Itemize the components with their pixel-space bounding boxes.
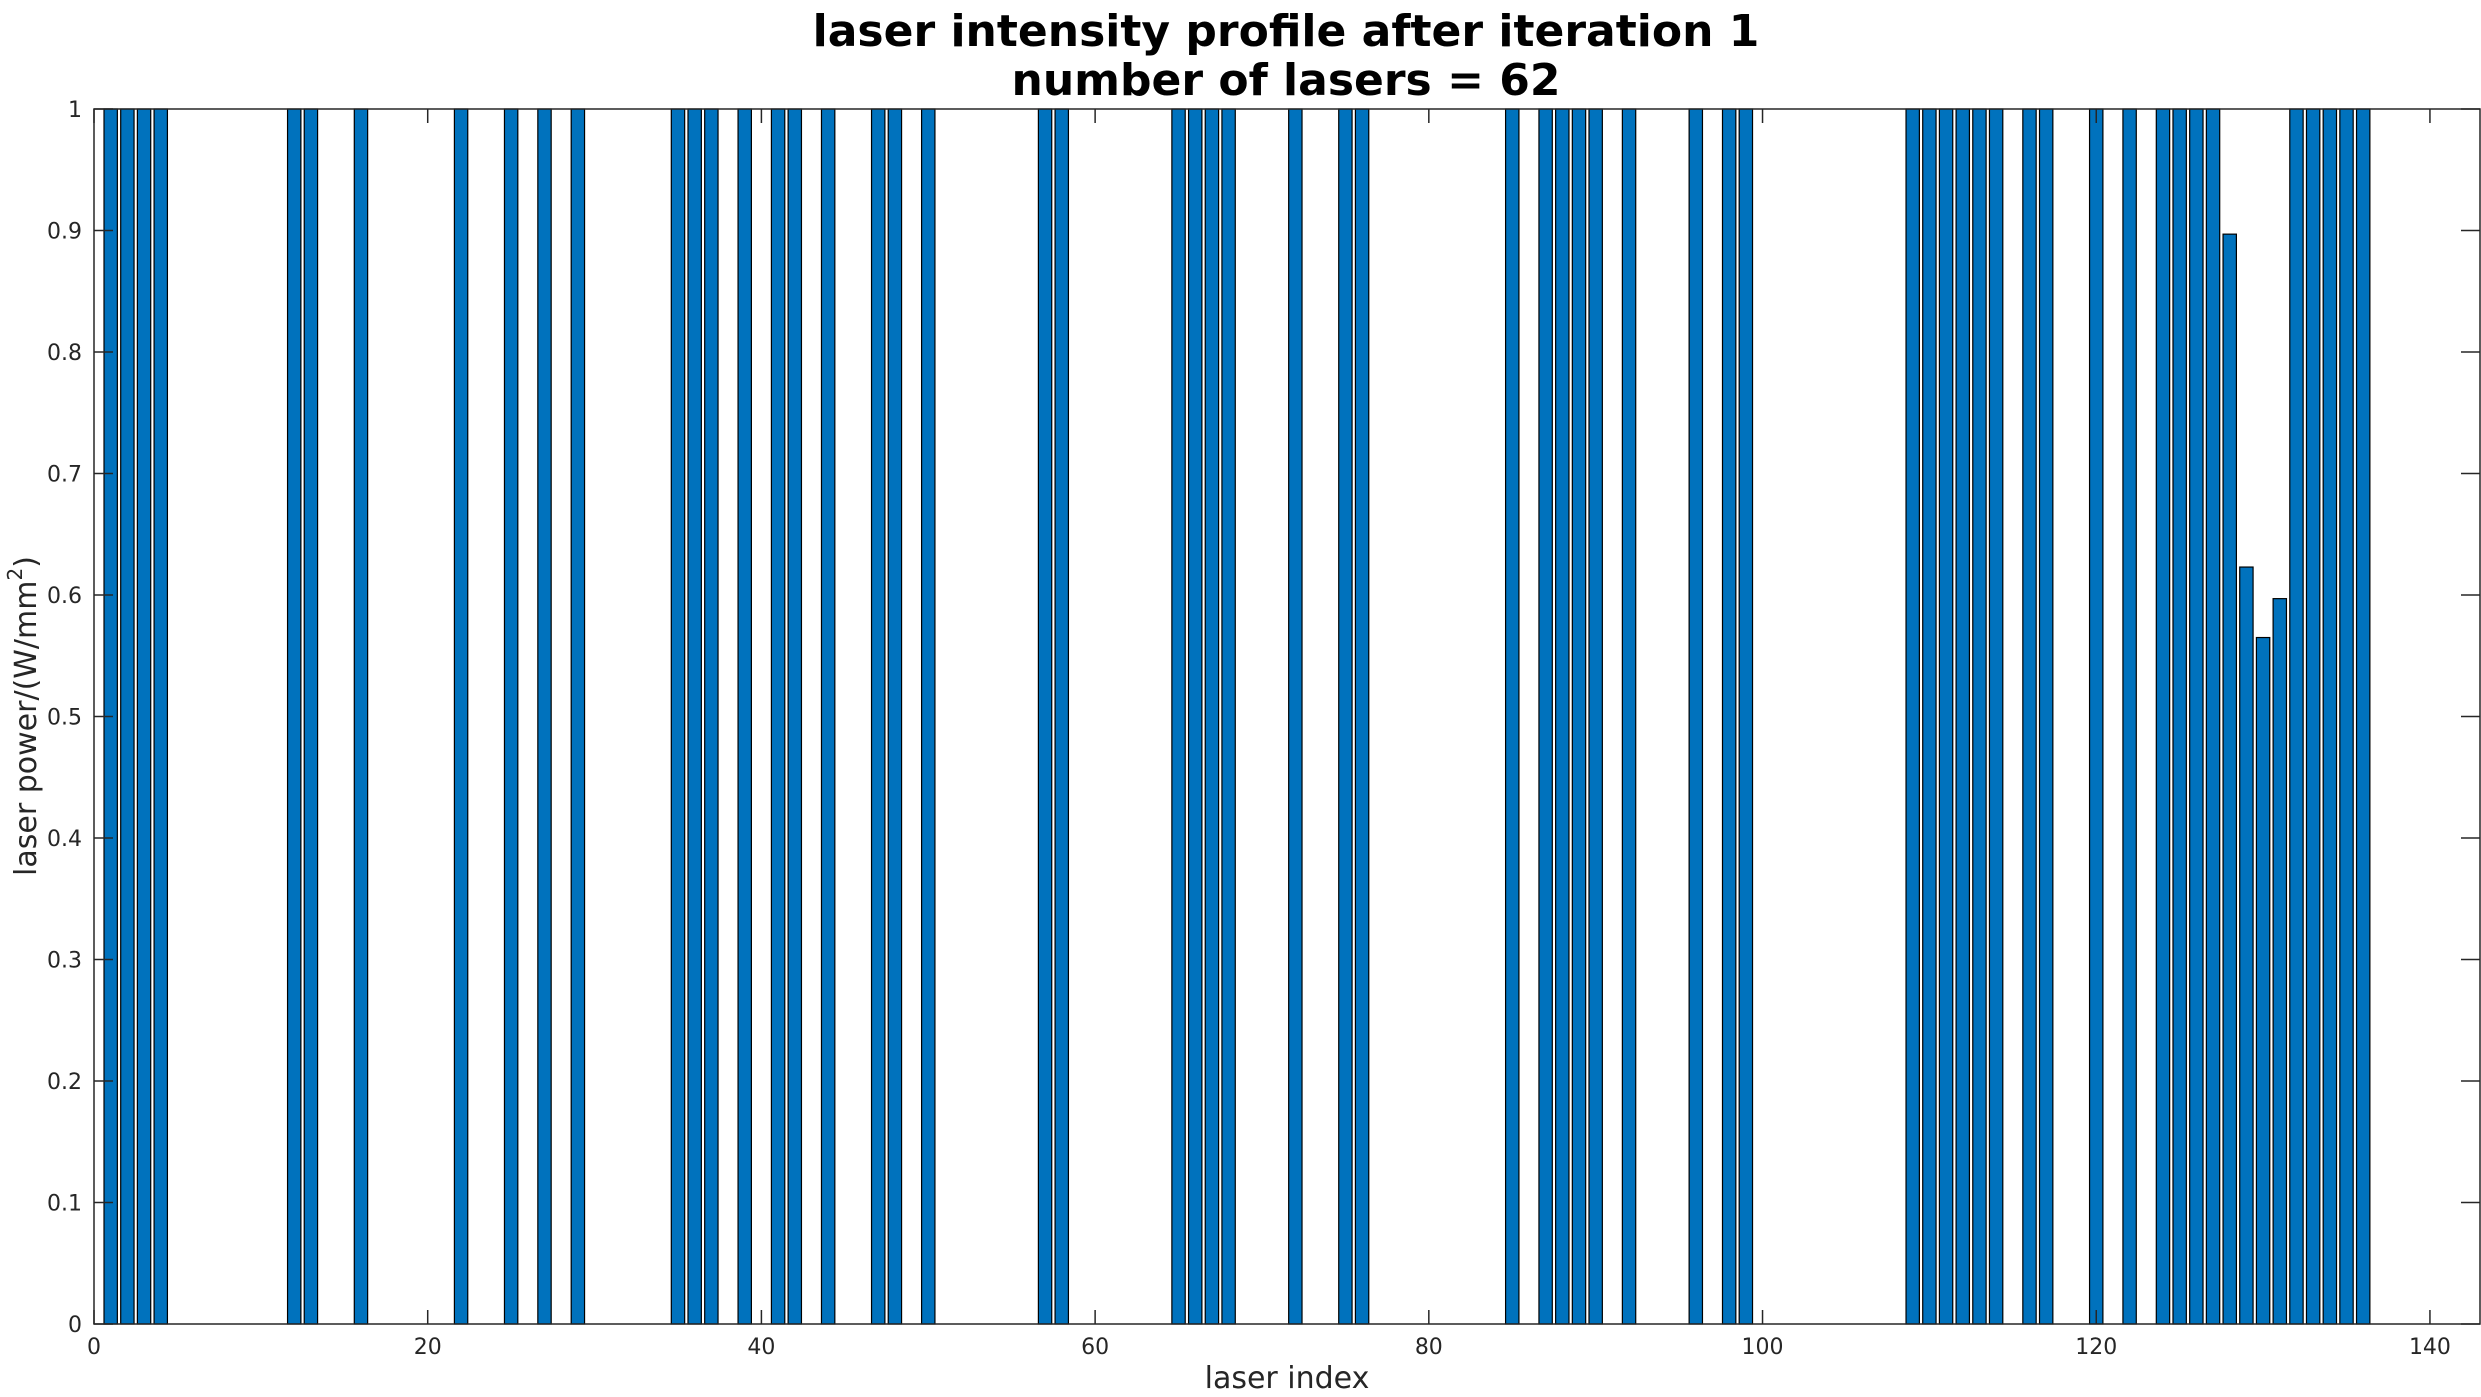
x-tick-label-4: 80: [1415, 1335, 1443, 1360]
y-tick-label-10: 1: [68, 98, 82, 123]
bar-laser-37: [704, 108, 719, 1325]
y-tick-label-1: 0.1: [47, 1192, 82, 1217]
bar-laser-85: [1504, 108, 1520, 1325]
y-axis-label: laser power/(W/mm2): [3, 556, 44, 876]
bar-laser-96: [1688, 108, 1704, 1325]
bar-laser-136: [2355, 108, 2371, 1325]
chart-title: laser intensity profile after iteration …: [813, 6, 1760, 57]
bar-laser-131: [2272, 598, 2288, 1325]
plot-frame: [93, 108, 2481, 1325]
bar-laser-16: [353, 108, 369, 1325]
bar-laser-35: [670, 108, 686, 1325]
bar-laser-29: [570, 108, 586, 1325]
y-tick-labels: 0 0.1 0.2 0.3 0.4 0.5 0.6 0.7 0.8 0.9 1: [47, 98, 82, 1338]
bar-laser-135: [2339, 108, 2354, 1325]
bar-laser-124: [2155, 108, 2171, 1325]
y-tick-label-0: 0: [68, 1313, 82, 1338]
bar-laser-50: [920, 108, 936, 1325]
x-tick-label-0: 0: [87, 1335, 101, 1360]
bar-laser-92: [1621, 108, 1637, 1325]
bar-laser-130: [2255, 636, 2271, 1325]
bar-laser-111: [1938, 108, 1954, 1325]
bar-laser-132: [2289, 108, 2304, 1325]
bar-laser-4: [153, 108, 169, 1325]
bar-laser-75: [1338, 108, 1353, 1325]
bar-laser-129: [2239, 566, 2254, 1325]
bar-laser-90: [1588, 108, 1603, 1325]
plot-area: [94, 109, 2480, 1324]
bar-laser-44: [820, 108, 836, 1325]
bar-laser-133: [2305, 108, 2321, 1325]
y-tick-label-6: 0.6: [47, 584, 82, 609]
y-tick-label-3: 0.3: [47, 949, 82, 974]
bar-laser-39: [737, 108, 752, 1325]
bar-laser-76: [1354, 108, 1370, 1325]
bar-laser-13: [303, 108, 319, 1325]
y-tick-label-2: 0.2: [47, 1070, 82, 1095]
bar-laser-22: [453, 108, 469, 1325]
bar-laser-112: [1955, 108, 1971, 1325]
bar-laser-42: [787, 108, 803, 1325]
bar-laser-125: [2172, 108, 2187, 1325]
bar-laser-27: [537, 108, 552, 1325]
bar-laser-122: [2122, 108, 2137, 1325]
bar-laser-128: [2222, 233, 2238, 1325]
bar-laser-88: [1555, 108, 1570, 1325]
chart-subtitle: number of lasers = 62: [1012, 55, 1561, 106]
y-tick-label-4: 0.4: [47, 827, 82, 852]
bar-laser-126: [2189, 108, 2204, 1325]
bar-laser-68: [1221, 108, 1236, 1325]
bar-laser-3: [136, 108, 152, 1325]
bar-laser-116: [2022, 108, 2037, 1325]
bar-laser-12: [286, 108, 302, 1325]
x-tick-label-7: 140: [2409, 1335, 2451, 1360]
bar-laser-58: [1054, 108, 1070, 1325]
y-axis-label-tail: ): [9, 556, 44, 568]
bar-laser-72: [1288, 108, 1303, 1325]
bar-laser-47: [870, 108, 886, 1325]
bar-laser-113: [1972, 108, 1987, 1325]
bar-laser-66: [1187, 108, 1203, 1325]
bar-laser-41: [770, 108, 786, 1325]
x-tick-labels: 0 20 40 60 80 100 120 140: [87, 1335, 2451, 1360]
bar-laser-120: [2088, 108, 2104, 1325]
bar-laser-117: [2038, 108, 2054, 1325]
bar-laser-67: [1204, 108, 1220, 1325]
bar-laser-127: [2205, 108, 2221, 1325]
x-tick-label-5: 100: [1742, 1335, 1784, 1360]
bar-laser-2: [120, 108, 135, 1325]
x-tick-label-6: 120: [2075, 1335, 2117, 1360]
y-tick-label-7: 0.7: [47, 463, 82, 488]
x-tick-label-3: 60: [1081, 1335, 1109, 1360]
y-tick-label-8: 0.8: [47, 341, 82, 366]
bar-laser-109: [1905, 108, 1920, 1325]
y-axis-label-superscript: 2: [3, 568, 27, 581]
y-axis-label-main: laser power/(W/mm: [9, 581, 44, 876]
bar-laser-110: [1922, 108, 1937, 1325]
bar-laser-36: [687, 108, 702, 1325]
y-tick-label-5: 0.5: [47, 706, 82, 731]
bar-laser-25: [503, 108, 519, 1325]
x-tick-label-1: 20: [414, 1335, 442, 1360]
bar-laser-134: [2322, 108, 2338, 1325]
bar-laser-89: [1571, 108, 1587, 1325]
x-axis-label: laser index: [1205, 1361, 1370, 1396]
bar-laser-48: [887, 108, 903, 1325]
bar-laser-87: [1538, 108, 1553, 1325]
x-tick-label-2: 40: [747, 1335, 775, 1360]
y-tick-label-9: 0.9: [47, 220, 82, 245]
bar-laser-98: [1721, 108, 1737, 1325]
bar-laser-114: [1988, 108, 2004, 1325]
bar-laser-65: [1171, 108, 1186, 1325]
bar-laser-99: [1738, 108, 1754, 1325]
bar-laser-57: [1037, 108, 1053, 1325]
